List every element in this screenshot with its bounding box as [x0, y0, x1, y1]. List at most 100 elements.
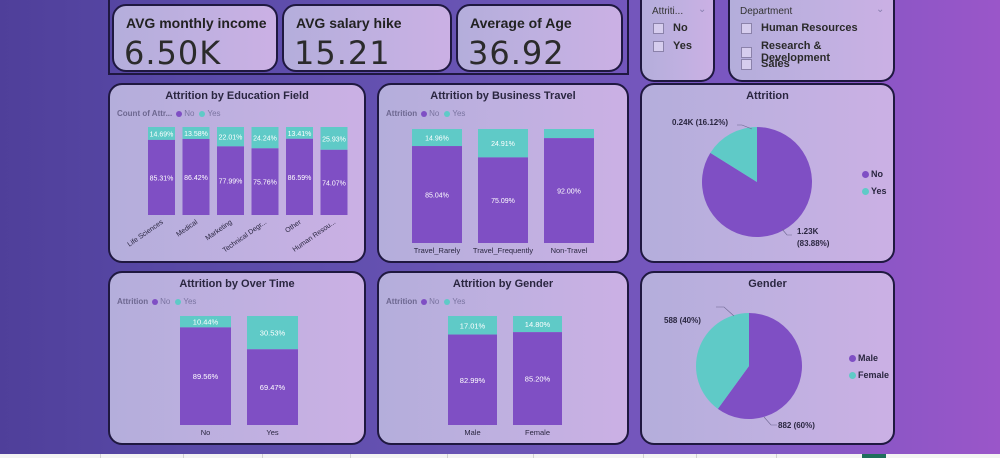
bar-yes[interactable]: [478, 129, 528, 158]
legend-item-no[interactable]: No: [862, 169, 887, 179]
pie-label-no: 1.23K: [797, 227, 819, 236]
bar-yes[interactable]: [286, 127, 313, 139]
bar-yes[interactable]: [412, 129, 462, 147]
x-tick-label: Yes: [266, 428, 278, 437]
bar-yes[interactable]: [148, 127, 175, 140]
legend-label: Yes: [183, 297, 197, 306]
pie-legend: No Yes: [862, 169, 887, 203]
bar-no[interactable]: [286, 138, 313, 215]
legend-item-male[interactable]: Male: [849, 353, 889, 363]
x-tick-label: No: [201, 428, 211, 437]
slicer-option-human-resources[interactable]: Human Resources: [741, 22, 858, 34]
bar-no[interactable]: [513, 332, 562, 425]
checkbox[interactable]: [741, 46, 752, 58]
bar-no[interactable]: [544, 138, 594, 243]
legend-label: No: [160, 297, 171, 306]
checkbox[interactable]: [741, 58, 752, 70]
legend-item-no[interactable]: No: [176, 109, 194, 118]
bar-plot: 14.96% 85.04% Travel_Rarely 24.91% 75.09% Tra…: [412, 129, 594, 255]
kpi-label: AVG salary hike: [296, 15, 402, 31]
pie-slice-yes[interactable]: [710, 127, 757, 182]
bar-no[interactable]: [247, 349, 298, 425]
chart-gender-pie[interactable]: Gender 588 (40%) 882 (60%) Male Female: [640, 271, 895, 445]
bar-no[interactable]: [478, 157, 528, 243]
bar-yes[interactable]: [544, 129, 594, 139]
data-label-no: 69.47%: [260, 383, 286, 392]
pie-plot: 0.24K (16.12%) 1.23K (83.88%): [672, 118, 830, 248]
legend-item-no[interactable]: No: [421, 297, 439, 306]
bar-yes[interactable]: [182, 127, 210, 139]
bar-no[interactable]: [180, 327, 231, 425]
checkbox[interactable]: [741, 22, 752, 34]
tab-separator: [183, 454, 184, 458]
legend-item-yes[interactable]: Yes: [444, 109, 465, 118]
chart-attrition-by-business-travel[interactable]: Attrition by Business Travel Attrition N…: [377, 83, 629, 263]
bar-yes[interactable]: [251, 127, 279, 149]
chart-title: Attrition by Gender: [452, 278, 554, 290]
legend-item-no[interactable]: No: [421, 109, 439, 118]
legend-dot-yes: [444, 298, 451, 305]
chart-attrition-pie[interactable]: Attrition 0.24K (16.12%) 1.23K (83.88%) No…: [640, 83, 895, 263]
data-label-no: 74.07%: [322, 180, 346, 187]
slicer-option-no[interactable]: No: [653, 22, 688, 34]
page-tab-strip: [0, 454, 1000, 458]
slicer-option-sales[interactable]: Sales: [741, 58, 790, 70]
data-label-no: 82.99%: [460, 376, 486, 385]
chart-legend: Attrition No Yes: [386, 109, 470, 118]
bar-no[interactable]: [182, 138, 210, 215]
legend-label: Yes: [452, 109, 466, 118]
bar-yes[interactable]: [247, 316, 298, 350]
bar-no[interactable]: [412, 146, 462, 243]
chevron-down-icon[interactable]: ⌄: [698, 4, 707, 15]
bar-yes[interactable]: [448, 316, 497, 335]
legend-item-yes[interactable]: Yes: [175, 297, 196, 306]
checkbox[interactable]: [653, 40, 664, 52]
leader-line: [716, 306, 735, 317]
active-page-tab[interactable]: [862, 454, 886, 458]
chart-legend: Attrition No Yes: [117, 297, 201, 306]
data-label-yes: 17.01%: [460, 321, 486, 330]
bar-yes[interactable]: [217, 127, 244, 147]
data-label-no: 85.04%: [425, 193, 449, 200]
bar-yes[interactable]: [320, 127, 348, 150]
data-label-yes: 25.93%: [322, 136, 346, 143]
chart-attrition-by-education-field[interactable]: Attrition by Education Field Count of At…: [108, 83, 366, 263]
kpi-label: Average of Age: [470, 15, 572, 31]
tab-separator: [447, 454, 448, 458]
slicer-option-label: Yes: [673, 40, 692, 52]
slicer-option-yes[interactable]: Yes: [653, 40, 692, 52]
pie-slice-female[interactable]: [696, 313, 749, 409]
legend-label: Yes: [452, 297, 466, 306]
bar-no[interactable]: [320, 149, 348, 215]
bar-no[interactable]: [217, 146, 244, 215]
data-label-yes: 13.58%: [184, 131, 208, 138]
pie-slice-male[interactable]: [717, 313, 802, 419]
legend-item-yes[interactable]: Yes: [444, 297, 465, 306]
legend-label: Yes: [871, 186, 887, 196]
chart-attrition-by-gender[interactable]: Attrition by Gender Attrition No Yes 17.…: [377, 271, 629, 445]
slicer-option-research-development[interactable]: Research & Development: [741, 40, 893, 64]
legend-item-female[interactable]: Female: [849, 370, 889, 380]
kpi-value: 6.50K: [124, 34, 222, 72]
data-label-no: 86.42%: [184, 175, 208, 182]
data-label-yes: 24.24%: [253, 136, 277, 143]
legend-item-no[interactable]: No: [152, 297, 170, 306]
bar-no[interactable]: [148, 139, 175, 215]
kpi-value: 15.21: [294, 34, 391, 72]
bar-no[interactable]: [448, 334, 497, 425]
checkbox[interactable]: [653, 22, 664, 34]
slicer-title: Department: [740, 6, 793, 17]
bar-plot: 14.69% 85.31% Life Sciences 13.58% 86.42% Med…: [127, 127, 348, 254]
tab-separator: [533, 454, 534, 458]
legend-item-yes[interactable]: Yes: [199, 109, 221, 118]
chevron-down-icon[interactable]: ⌄: [876, 4, 885, 15]
legend-title: Attrition: [386, 109, 418, 118]
bar-yes[interactable]: [180, 316, 231, 328]
bar-no[interactable]: [251, 148, 279, 215]
bar-yes[interactable]: [513, 316, 562, 333]
chart-attrition-by-over-time[interactable]: Attrition by Over Time Attrition No Yes …: [108, 271, 366, 445]
slicer-option-label: No: [673, 22, 688, 34]
kpi-label: AVG monthly income: [126, 15, 267, 31]
x-tick-label: Travel_Rarely: [414, 246, 461, 255]
legend-item-yes[interactable]: Yes: [862, 186, 887, 196]
